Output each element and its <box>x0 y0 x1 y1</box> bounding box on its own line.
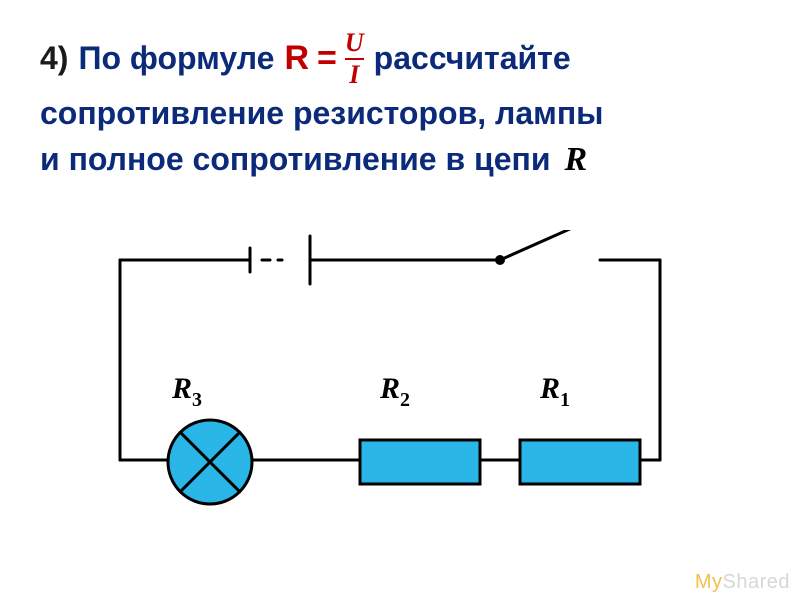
svg-text:R1: R1 <box>539 372 570 411</box>
formula: R = U I <box>284 30 363 88</box>
circuit-diagram: R3 R2 R1 <box>80 230 720 550</box>
formula-fraction: U I <box>345 30 364 88</box>
formula-eq: = <box>317 36 337 82</box>
problem-text: 4) По формуле R = U I рассчитайте сопрот… <box>40 30 760 183</box>
text-part-b: рассчитайте <box>374 37 571 80</box>
line-2: сопротивление резисторов, лампы <box>40 92 760 135</box>
watermark-a: My <box>695 571 723 593</box>
text-part-a: По формуле <box>78 37 274 80</box>
item-number: 4) <box>40 37 68 80</box>
formula-U: U <box>345 30 364 56</box>
svg-text:R3: R3 <box>171 372 202 411</box>
formula-R: R <box>284 36 309 82</box>
line-1: 4) По формуле R = U I рассчитайте <box>40 30 760 88</box>
circuit-svg: R3 R2 R1 <box>80 230 720 550</box>
line-3: и полное сопротивление в цепи R <box>40 137 760 183</box>
formula-I: I <box>349 62 359 88</box>
R-total-symbol: R <box>565 137 588 183</box>
watermark-b: Shared <box>723 571 791 593</box>
line-3-text: и полное сопротивление в цепи <box>40 138 551 181</box>
svg-text:R2: R2 <box>379 372 410 411</box>
watermark: MyShared <box>695 571 790 594</box>
